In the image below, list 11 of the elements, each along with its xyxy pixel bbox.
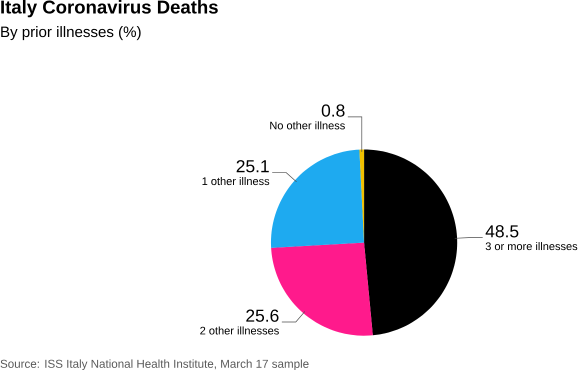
source-note: Source: ISS Italy National Health Institute, March 17 sample bbox=[0, 359, 309, 370]
chart-title: Italy Coronavirus Deaths bbox=[1, 0, 218, 18]
slice-label: 1 other illness bbox=[202, 176, 270, 185]
data-label: 25.1 bbox=[236, 160, 269, 172]
slice-label: 3 or more illnesses bbox=[486, 242, 578, 250]
data-label: 48.5 bbox=[486, 225, 518, 238]
data-label: 0.8 bbox=[322, 104, 345, 117]
text: By prior illnesses (%) bbox=[1, 26, 141, 40]
slice-label: No other illness bbox=[270, 121, 345, 130]
slice-label: 2 other illnesses bbox=[200, 326, 279, 334]
data-label: 25.6 bbox=[246, 309, 279, 322]
